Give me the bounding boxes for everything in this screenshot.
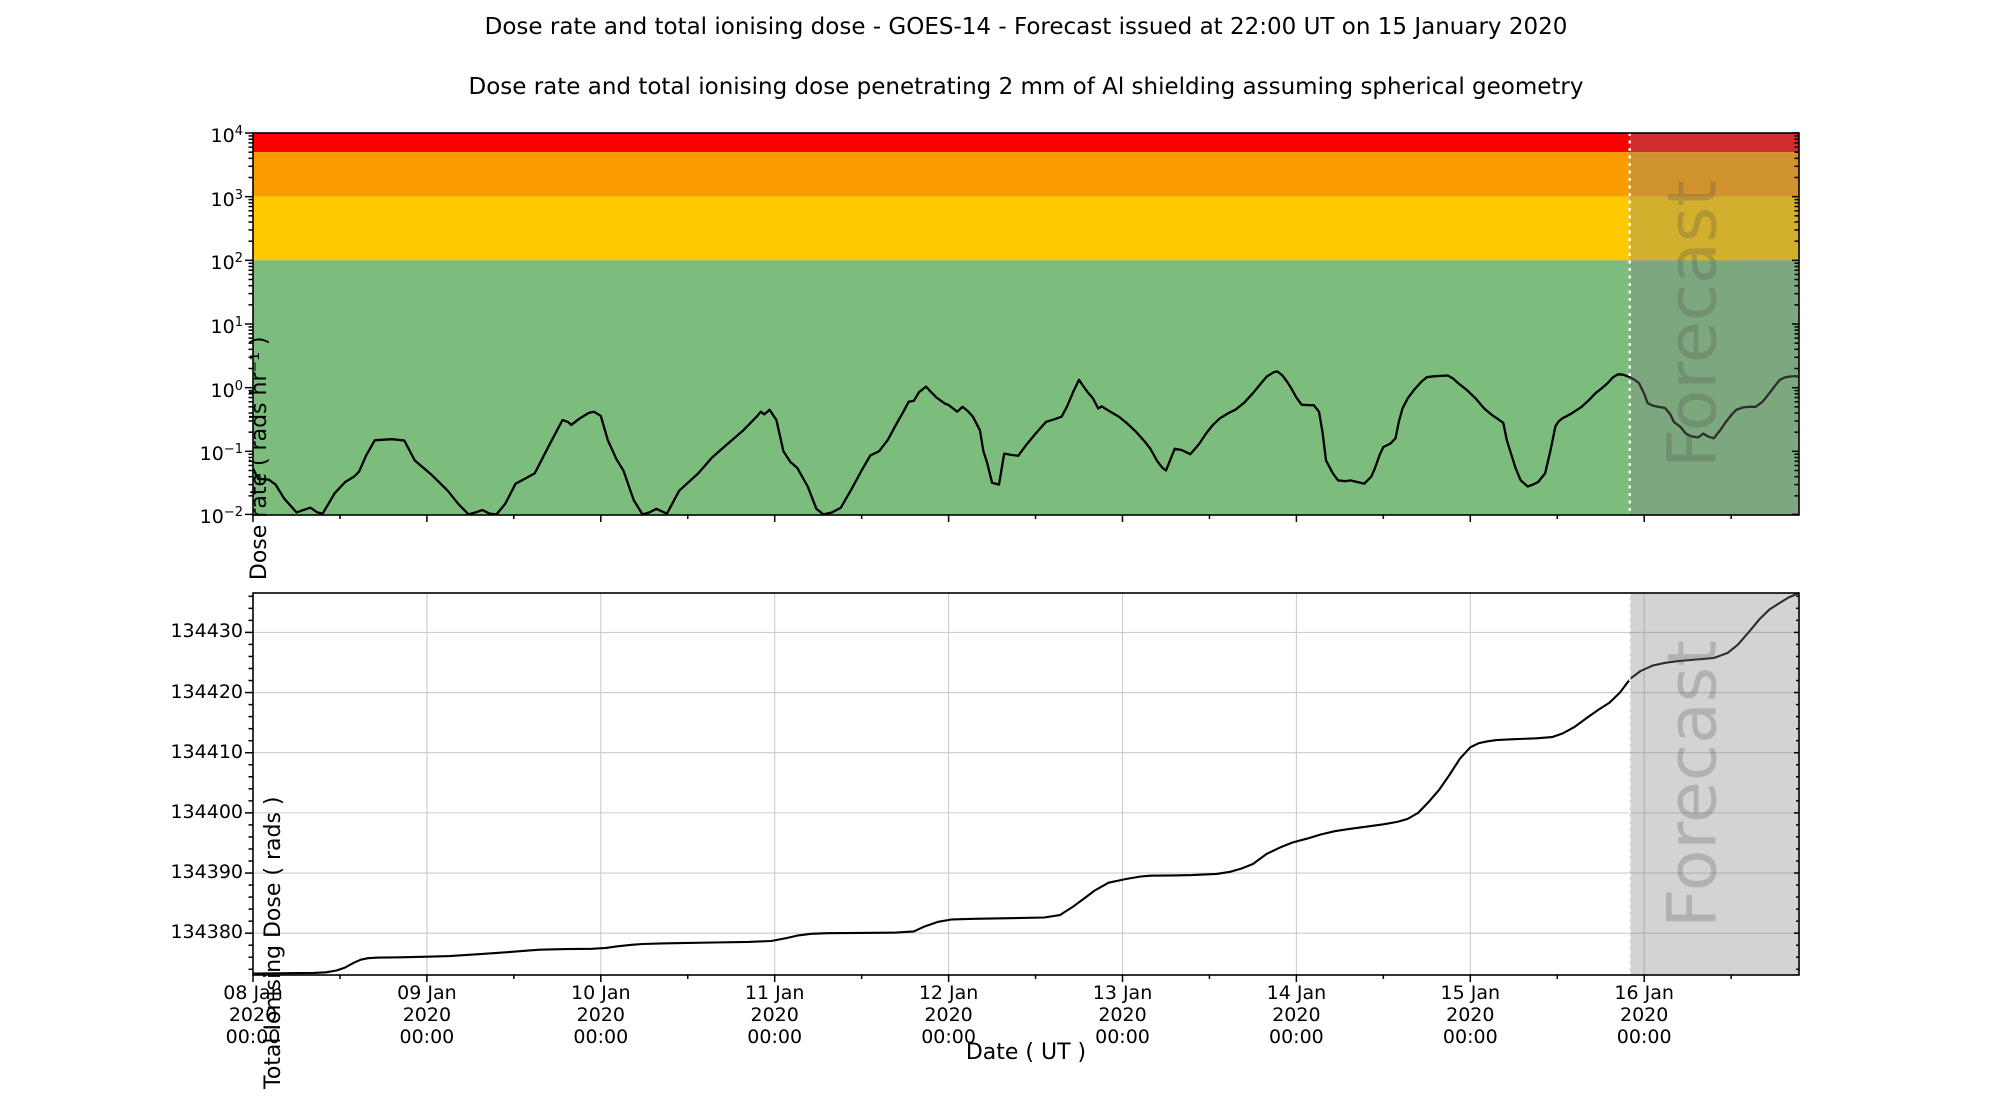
date-tick-line: 2020 <box>576 1004 625 1026</box>
total-dose-ytick-label: 134430 <box>170 620 243 643</box>
date-tick-line: 08 Jan <box>223 982 283 1004</box>
date-tick-line: 00:00 <box>399 1026 455 1048</box>
alert-band-orange <box>253 152 1799 197</box>
date-tick-line: 00:00 <box>1095 1026 1150 1048</box>
date-tick-label: 12 Jan 2020 00:00 <box>879 982 1019 1048</box>
date-tick-line: 00:00 <box>921 1026 976 1048</box>
date-tick-line: 14 Jan <box>1266 982 1327 1004</box>
date-tick-line: 00:00 <box>1269 1026 1324 1048</box>
total-dose-plot-border <box>252 592 1800 976</box>
date-tick-line: 10 Jan <box>571 982 631 1004</box>
date-tick-label: 10 Jan 2020 00:00 <box>531 982 671 1048</box>
date-tick-line: 2020 <box>402 1004 452 1026</box>
date-tick-label: 11 Jan 2020 00:00 <box>705 982 845 1048</box>
date-axis-label: Date ( UT ) <box>965 1040 1087 1065</box>
total-dose-ytick-label: 134390 <box>170 861 243 884</box>
date-tick-line: 11 Jan <box>744 982 805 1004</box>
dose-rate-line <box>251 370 1800 516</box>
date-tick-label: 14 Jan 2020 00:00 <box>1226 982 1366 1048</box>
date-tick-line: 2020 <box>1272 1004 1321 1026</box>
date-tick-line: 16 Jan <box>1614 982 1674 1004</box>
dose-rate-ytick-label: 100 <box>210 378 243 402</box>
figure-subtitle: Dose rate and total ionising dose penetr… <box>468 74 1584 100</box>
forecast-overlay-bottom <box>1629 593 1799 975</box>
date-tick-line: 00:00 <box>1442 1026 1498 1048</box>
date-tick-line: 2020 <box>1620 1004 1669 1026</box>
alert-band-red <box>253 133 1799 153</box>
date-tick-line: 2020 <box>1098 1004 1147 1026</box>
dose-rate-ytick-label: 10−1 <box>199 442 243 466</box>
total-dose-ytick-label: 134400 <box>170 800 243 823</box>
date-tick-line: 2020 <box>924 1004 973 1026</box>
total-dose-ytick-label: 134420 <box>170 680 243 703</box>
date-tick-label: 09 Jan 2020 00:00 <box>357 982 497 1048</box>
date-tick-line: 15 Jan <box>1440 982 1501 1004</box>
date-tick-line: 2020 <box>750 1004 799 1026</box>
total-dose-ytick-label: 134410 <box>170 740 243 763</box>
forecast-watermark-top: Forecast <box>1654 180 1733 468</box>
dose-rate-ytick-label: 10−2 <box>199 505 243 529</box>
dose-rate-ytick-label: 101 <box>210 315 243 338</box>
date-tick-label: 16 Jan 2020 00:00 <box>1574 982 1714 1048</box>
total-dose-ytick-label: 134380 <box>170 921 243 944</box>
dose-rate-axis-label: Dose rate ( rads hr⁻¹ ) <box>246 336 272 581</box>
dose-rate-ytick-label: 102 <box>210 251 243 275</box>
date-tick-label: 08 Jan 2020 00:00 <box>183 982 323 1048</box>
date-tick-label: 15 Jan 2020 00:00 <box>1400 982 1540 1048</box>
date-tick-line: 00:00 <box>225 1026 281 1048</box>
forecast-overlay-top <box>1629 133 1799 515</box>
date-tick-line: 00:00 <box>573 1026 629 1048</box>
dose-rate-ytick-label: 103 <box>210 187 243 211</box>
date-tick-line: 09 Jan <box>397 982 457 1004</box>
alert-band-yellow <box>253 196 1799 261</box>
date-tick-line: 2020 <box>228 1004 278 1026</box>
date-tick-line: 00:00 <box>1616 1026 1672 1048</box>
date-tick-line: 12 Jan <box>918 982 979 1004</box>
figure-title: Dose rate and total ionising dose - GOES… <box>484 14 1568 40</box>
date-tick-line: 2020 <box>1446 1004 1495 1026</box>
date-tick-line: 00:00 <box>747 1026 803 1048</box>
forecast-watermark-bottom: Forecast <box>1654 640 1733 928</box>
date-tick-label: 13 Jan 2020 00:00 <box>1053 982 1193 1048</box>
date-tick-line: 13 Jan <box>1092 982 1153 1004</box>
dose-rate-ytick-label: 104 <box>210 124 243 147</box>
alert-band-green <box>253 260 1799 515</box>
total-dose-line <box>252 592 1800 975</box>
